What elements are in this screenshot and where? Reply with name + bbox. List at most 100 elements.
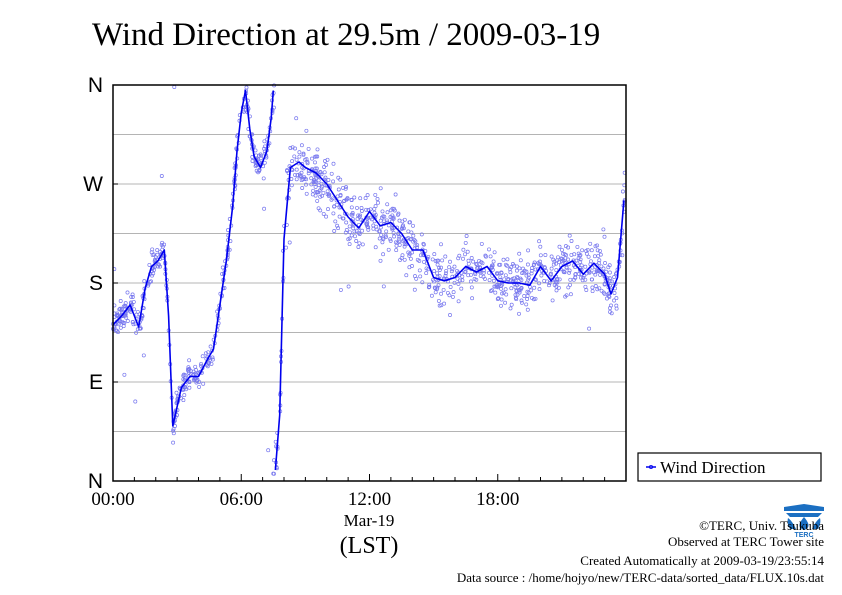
series-line-layer	[112, 89, 625, 471]
scatter-point	[448, 313, 452, 317]
scatter-point	[338, 193, 343, 198]
scatter-point	[557, 277, 562, 282]
scatter-point	[326, 178, 331, 182]
scatter-point	[560, 247, 564, 252]
scatter-point	[522, 294, 527, 298]
scatter-point	[463, 240, 468, 245]
scatter-point	[364, 223, 369, 228]
scatter-point	[439, 242, 443, 247]
scatter-point	[393, 192, 398, 197]
scatter-point	[509, 286, 514, 291]
scatter-point	[583, 284, 588, 289]
scatter-point	[388, 238, 393, 243]
scatter-point	[581, 275, 586, 280]
scatter-point	[499, 284, 503, 288]
scatter-point	[325, 157, 330, 162]
scatter-point	[153, 261, 158, 266]
scatter-point	[466, 261, 471, 266]
scatter-point	[549, 254, 554, 259]
scatter-point	[360, 228, 365, 233]
scatter-point	[499, 303, 503, 308]
scatter-point	[554, 288, 559, 293]
scatter-point	[608, 309, 612, 314]
scatter-point	[411, 223, 415, 228]
scatter-point	[134, 312, 139, 317]
scatter-point	[460, 278, 465, 283]
scatter-point	[481, 274, 486, 279]
scatter-point	[533, 267, 538, 272]
scatter-point	[118, 325, 123, 330]
scatter-point	[509, 265, 514, 270]
scatter-point	[297, 150, 302, 155]
scatter-point	[420, 280, 425, 285]
scatter-point	[322, 165, 327, 169]
scatter-point	[200, 354, 205, 359]
scatter-point	[118, 299, 123, 303]
scatter-point	[487, 270, 491, 275]
x-axis-unit-label: (LST)	[340, 533, 399, 559]
scatter-point	[508, 270, 513, 275]
scatter-point	[447, 265, 452, 270]
scatter-point	[505, 257, 510, 262]
scatter-point	[397, 218, 402, 223]
scatter-point	[503, 287, 508, 292]
scatter-point	[487, 278, 492, 283]
scatter-point	[566, 285, 571, 290]
scatter-point	[427, 282, 432, 287]
scatter-point	[612, 291, 617, 295]
scatter-point	[597, 248, 602, 253]
scatter-point	[532, 262, 536, 267]
scatter-point	[397, 242, 402, 247]
scatter-point	[549, 266, 554, 271]
scatter-point	[380, 209, 385, 214]
scatter-point	[376, 200, 380, 205]
scatter-point	[483, 253, 488, 258]
scatter-point	[503, 273, 508, 278]
scatter-point	[402, 257, 407, 262]
scatter-point	[258, 152, 263, 157]
scatter-point	[531, 297, 536, 302]
scatter-point	[332, 229, 337, 233]
scatter-point	[357, 241, 362, 246]
scatter-point	[390, 226, 395, 230]
scatter-point	[520, 271, 525, 276]
scatter-point	[377, 236, 382, 241]
scatter-point	[355, 216, 360, 221]
scatter-point	[532, 285, 537, 290]
scatter-point	[174, 390, 179, 395]
scatter-point	[560, 259, 565, 264]
scatter-point	[181, 373, 186, 378]
scatter-point	[456, 299, 461, 304]
scatter-point	[421, 241, 426, 246]
scatter-point	[471, 259, 476, 264]
scatter-point	[356, 230, 361, 235]
scatter-point	[443, 254, 448, 259]
scatter-point	[351, 226, 356, 231]
scatter-point	[344, 185, 349, 190]
scatter-point	[411, 239, 416, 244]
scatter-point	[304, 128, 309, 133]
scatter-point	[500, 291, 505, 296]
scatter-point	[160, 244, 165, 249]
scatter-point	[364, 207, 369, 212]
scatter-point	[203, 351, 208, 356]
scatter-point	[437, 265, 442, 270]
scatter-point	[575, 244, 580, 249]
scatter-point	[437, 274, 442, 279]
scatter-point	[459, 286, 464, 291]
scatter-point	[313, 166, 318, 171]
scatter-point	[335, 223, 340, 228]
credit-copyright: ©TERC, Univ. Tsukuba	[699, 518, 824, 533]
scatter-point	[384, 234, 389, 239]
scatter-point	[538, 253, 543, 258]
scatter-point	[253, 148, 258, 153]
scatter-point	[357, 232, 362, 236]
scatter-point	[607, 263, 612, 268]
x-axis-date-label: Mar-19	[344, 511, 395, 530]
scatter-point	[358, 213, 363, 218]
scatter-point	[534, 278, 539, 282]
scatter-point	[515, 264, 519, 269]
scatter-point	[431, 279, 436, 284]
scatter-point	[205, 364, 210, 369]
scatter-point	[399, 226, 404, 231]
